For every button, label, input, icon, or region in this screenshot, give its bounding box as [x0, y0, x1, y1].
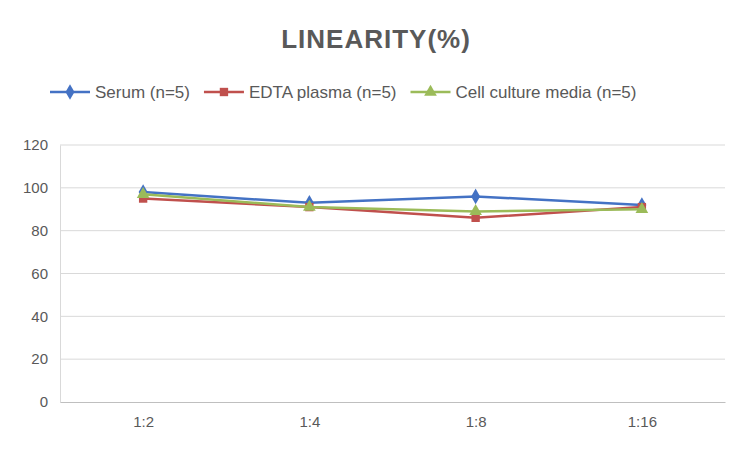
legend-marker — [424, 85, 437, 96]
x-tick-label: 1:2 — [133, 413, 154, 430]
title: LINEARITY(%) — [281, 24, 471, 54]
grid-line — [60, 316, 725, 317]
y-tick-label: 20 — [31, 350, 48, 367]
x-tick: 1:4 — [299, 402, 320, 430]
y-tick: 100 — [23, 179, 60, 196]
y-tick-label: 100 — [23, 179, 48, 196]
legend-marker — [220, 88, 228, 96]
grid-line — [60, 230, 725, 231]
y-tick-label: 40 — [31, 308, 48, 325]
series-marker — [137, 187, 150, 198]
x-tick-label: 1:8 — [466, 413, 487, 430]
y-tick: 20 — [31, 350, 60, 367]
x-axis: 1:2 1:4 1:8 1:16 — [61, 402, 726, 430]
grid-line — [60, 273, 725, 274]
y-tick: 40 — [31, 308, 60, 325]
grid-line — [60, 187, 725, 188]
y-tick-label: 60 — [31, 265, 48, 282]
x-tick: 1:8 — [466, 402, 487, 430]
y-tick: 0 — [40, 393, 60, 410]
y-tick-label: 80 — [31, 222, 48, 239]
legend: Serum (n=5) EDTA plasma (n=5) Cell culture… — [50, 83, 636, 102]
legend-item: Serum (n=5) — [50, 83, 190, 102]
y-tick: 120 — [23, 136, 60, 153]
legend-marker — [66, 84, 75, 100]
y-tick-label: 0 — [40, 393, 48, 410]
grid-line — [60, 145, 725, 146]
series-marker — [636, 202, 649, 213]
grid-line — [60, 359, 725, 360]
x-axis-line — [61, 402, 726, 403]
series-marker — [469, 204, 482, 215]
y-tick: 80 — [31, 222, 60, 239]
y-tick: 60 — [31, 265, 60, 282]
legend-label: EDTA plasma (n=5) — [249, 83, 397, 102]
legend-label: Cell culture media (n=5) — [456, 83, 637, 102]
y-axis: 0 20 40 60 80 100 120 — [23, 136, 61, 410]
series-marker — [471, 189, 480, 205]
series-marker — [303, 200, 316, 211]
grid — [60, 145, 725, 359]
y-axis-line — [60, 146, 61, 403]
x-tick: 1:16 — [628, 402, 657, 430]
x-tick-label: 1:16 — [628, 413, 657, 430]
x-tick: 1:2 — [133, 402, 154, 430]
chart: LINEARITY(%) 0 20 40 60 80 100 120 1:2 1:4 1:8 1:16… — [0, 0, 752, 452]
legend-item: EDTA plasma (n=5) — [204, 83, 397, 102]
legend-item: Cell culture media (n=5) — [411, 83, 637, 102]
plot-area — [137, 184, 648, 222]
series-line — [143, 194, 642, 211]
y-tick-label: 120 — [23, 136, 48, 153]
legend-label: Serum (n=5) — [95, 83, 190, 102]
x-tick-label: 1:4 — [299, 413, 320, 430]
